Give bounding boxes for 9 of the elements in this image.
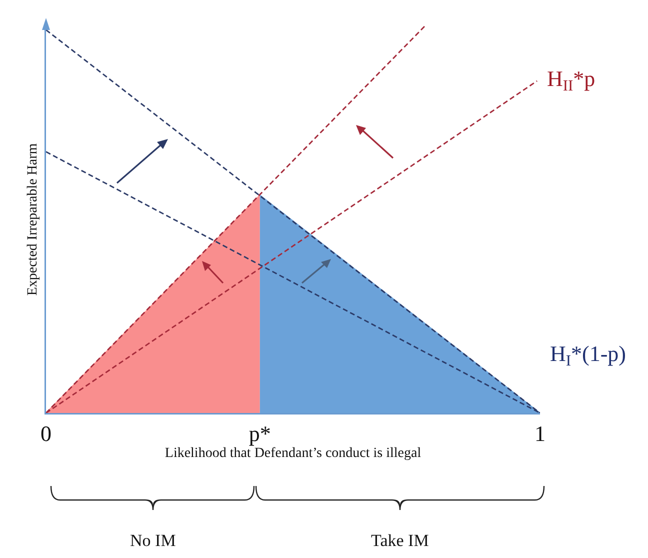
annotation: H$_{II}$*p: [547, 66, 596, 95]
x-tick-label: 1: [534, 420, 546, 446]
text: H$_{I}$*(1-p): [550, 341, 626, 370]
x-tick-label: 0: [40, 420, 52, 446]
x-axis-title: Likelihood that Defendant’s conduct is illegal: [164, 446, 422, 461]
text: No IM: [130, 531, 176, 550]
text: Take IM: [371, 531, 429, 550]
x-tick-label: p*: [248, 420, 271, 446]
y-axis-title: Expected Irreparable Harm: [25, 143, 40, 296]
